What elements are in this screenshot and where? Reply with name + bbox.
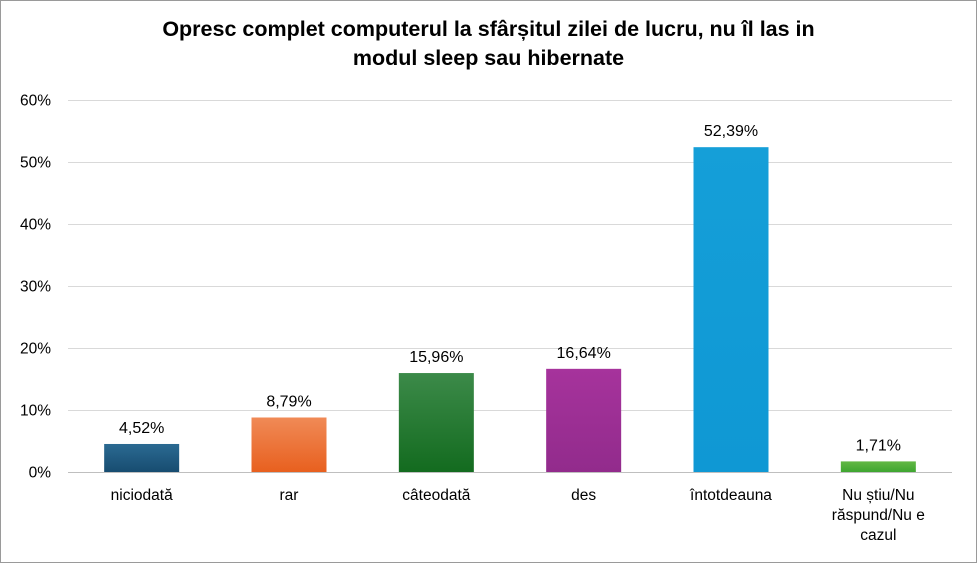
y-tick-label: 10% [20, 403, 51, 420]
category-label-3: des [571, 487, 596, 504]
chart-title-line-1: Opresc complet computerul la sfârșitul z… [162, 17, 815, 41]
bar-0 [104, 443, 180, 472]
y-tick-label: 0% [29, 465, 52, 482]
bar-4 [693, 147, 769, 472]
category-label-4: întotdeauna [689, 487, 772, 504]
data-label-0: 4,52% [119, 420, 164, 437]
gridlines [68, 100, 952, 473]
data-label-5: 1,71% [856, 437, 901, 454]
chart-title: Opresc complet computerul la sfârșitul z… [60, 15, 917, 73]
bars [104, 147, 916, 472]
category-label-0: niciodată [111, 487, 173, 504]
bar-1 [251, 417, 327, 472]
y-axis-ticks: 0% 10% 20% 30% 40% 50% 60% [20, 93, 51, 482]
y-tick-label: 60% [20, 93, 51, 110]
data-label-2: 15,96% [409, 349, 463, 366]
data-label-3: 16,64% [557, 345, 611, 362]
y-tick-label: 20% [20, 341, 51, 358]
category-label-1: rar [280, 487, 299, 504]
chart-title-line-2: modul sleep sau hibernate [352, 46, 625, 70]
y-tick-label: 40% [20, 217, 51, 234]
data-label-1: 8,79% [266, 394, 311, 411]
x-axis-categories: niciodată rar câteodată des întotdeauna Nu șt… [111, 487, 925, 544]
bar-2 [398, 373, 474, 472]
data-label-4: 52,39% [704, 123, 758, 140]
category-label-5: Nu știu/Nu răspund/Nu e cazul [832, 487, 925, 544]
category-label-2: câteodată [402, 487, 470, 504]
bar-3 [546, 368, 622, 472]
y-tick-label: 30% [20, 279, 51, 296]
y-tick-label: 50% [20, 155, 51, 172]
bar-5 [840, 461, 916, 472]
data-labels: 4,52% 8,79% 15,96% 16,64% 52,39% 1,71% [119, 123, 901, 454]
